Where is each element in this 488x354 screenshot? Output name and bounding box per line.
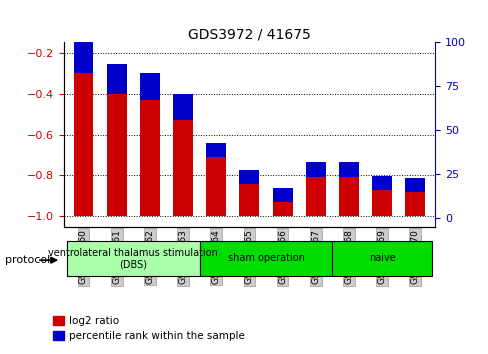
Bar — [67, 241, 199, 276]
Bar — [272, 202, 292, 216]
Bar — [305, 162, 325, 177]
Bar — [371, 190, 391, 216]
Text: protocol: protocol — [5, 255, 50, 265]
Bar — [199, 241, 332, 276]
Text: naive: naive — [368, 253, 395, 263]
Text: sham operation: sham operation — [227, 253, 304, 263]
Bar — [338, 177, 358, 216]
Bar — [239, 184, 259, 216]
Bar — [206, 157, 225, 216]
Bar — [106, 64, 126, 93]
Title: GDS3972 / 41675: GDS3972 / 41675 — [187, 27, 310, 41]
Bar — [371, 176, 391, 190]
Legend: log2 ratio, percentile rank within the sample: log2 ratio, percentile rank within the s… — [49, 312, 248, 345]
Bar — [305, 177, 325, 216]
Bar — [140, 73, 160, 100]
Bar — [73, 73, 93, 216]
Bar — [405, 192, 425, 216]
Bar — [73, 40, 93, 73]
Text: ventrolateral thalamus stimulation
(DBS): ventrolateral thalamus stimulation (DBS) — [48, 247, 218, 269]
Bar — [405, 178, 425, 192]
Bar — [206, 143, 225, 157]
Bar — [239, 170, 259, 184]
Bar — [106, 93, 126, 216]
Bar — [338, 162, 358, 177]
Bar — [332, 241, 431, 276]
Bar — [272, 188, 292, 202]
Bar — [140, 100, 160, 216]
Bar — [173, 120, 193, 216]
Bar — [173, 94, 193, 120]
